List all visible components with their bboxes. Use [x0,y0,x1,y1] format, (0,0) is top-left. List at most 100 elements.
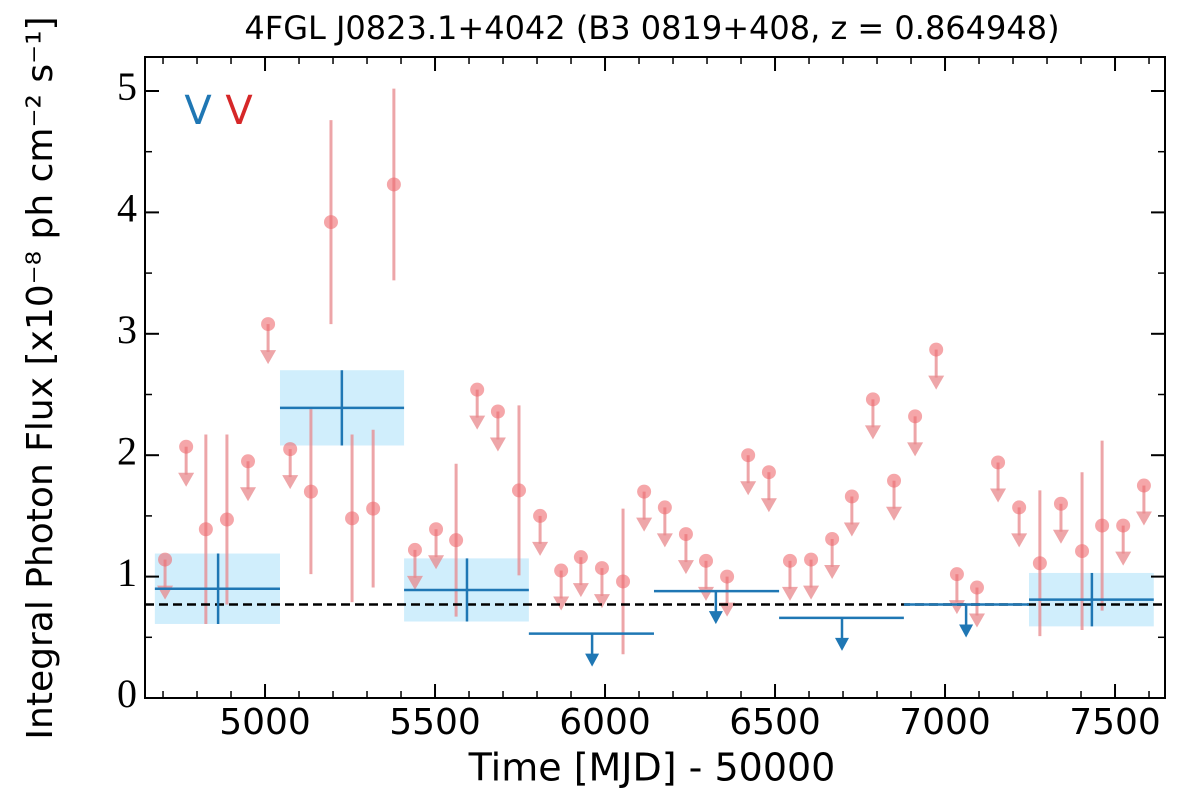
chart-title: 4FGL J0823.1+4042 (B3 0819+408, z = 0.86… [244,9,1059,47]
data-point [804,552,819,567]
data-point [512,483,526,498]
data-point [1116,518,1131,533]
x-tick-label: 5500 [389,702,481,743]
y-tick-label: 4 [117,186,137,231]
data-point [844,489,859,504]
data-point [678,527,693,542]
data-point [490,404,505,419]
data-point [616,574,631,589]
legend-label: V [225,88,253,134]
upper-limit-head [489,437,506,452]
data-point [470,382,485,397]
upper-limit-head [585,653,600,667]
data-point [720,569,735,584]
data-point [1136,478,1151,493]
data-point [699,553,713,568]
upper-limit-head [719,602,736,617]
data-point [554,563,569,578]
y-tick-label: 1 [117,550,137,595]
data-point [573,550,588,565]
upper-limit-head [532,541,549,556]
data-point [219,512,234,527]
data-point [198,522,213,537]
upper-limit-head [636,517,653,532]
upper-limit-head [593,594,610,609]
data-point [386,177,401,192]
upper-limit-head [740,481,757,496]
y-tick-label: 5 [117,64,137,109]
data-point [825,531,840,546]
upper-limit-head [656,533,673,548]
x-tick-label: 5000 [219,702,311,743]
upper-limit-head [1011,533,1028,548]
data-point [1095,518,1110,533]
data-point [594,561,609,576]
upper-limit-head [708,611,723,625]
y-axis-label: Integral Photon Flux [x10⁻⁸ ph cm⁻² s⁻¹] [20,16,61,739]
data-point [949,567,964,582]
upper-limit-head [990,488,1007,503]
x-axis-label: Time [MJD] - 50000 [468,746,836,790]
data-point [865,392,880,407]
x-tick-label: 6500 [729,702,821,743]
data-point [533,508,548,523]
upper-limit-head [178,472,195,487]
upper-limit-head [1115,551,1132,566]
data-point [303,484,318,499]
data-point [929,342,944,357]
data-point [345,511,360,526]
upper-limit-head [907,442,924,457]
data-point [1075,544,1090,559]
upper-limit-head [698,586,714,601]
upper-limit-head [968,613,985,628]
upper-limit-head [886,506,903,521]
upper-limit-head [428,555,445,570]
upper-limit-head [959,624,974,638]
upper-limit-head [282,475,299,490]
upper-limit-head [864,425,881,440]
upper-limit-head [1135,511,1152,526]
data-point [449,533,464,548]
upper-limit-head [1052,529,1069,544]
data-point [969,580,984,595]
data-point [366,501,381,516]
plot-frame [144,56,1166,699]
data-point [283,442,298,457]
upper-limit-head [843,522,860,537]
data-point [323,215,338,230]
y-tick-label: 0 [117,671,137,716]
upper-limit-head [677,560,694,575]
data-point [1032,556,1047,571]
data-point [991,455,1006,470]
data-point [158,552,173,567]
upper-limit-head [572,583,589,598]
upper-limit-head [948,600,965,615]
data-point [887,473,902,488]
y-tick-label: 2 [117,428,137,473]
upper-limit-head [240,487,257,502]
data-point [261,317,276,332]
data-point [429,522,444,537]
upper-limit-head [781,586,798,601]
x-tick-label: 7000 [899,702,991,743]
upper-limit-head [260,350,277,365]
x-tick-label: 7500 [1069,702,1161,743]
data-point [782,553,797,568]
x-tick-label: 6000 [559,702,651,743]
upper-limit-head [469,415,486,430]
data-point [741,448,756,463]
data-point [1053,496,1068,511]
upper-limit-head [928,375,945,390]
upper-limit-head [553,596,570,611]
upper-limit-head [803,585,820,600]
data-point [657,500,672,515]
upper-limit-head [760,498,777,513]
upper-limit-head [824,564,841,579]
data-point [179,439,194,454]
y-tick-label: 3 [117,307,137,352]
data-point [637,484,652,499]
data-point [908,409,923,424]
data-point [761,465,776,480]
